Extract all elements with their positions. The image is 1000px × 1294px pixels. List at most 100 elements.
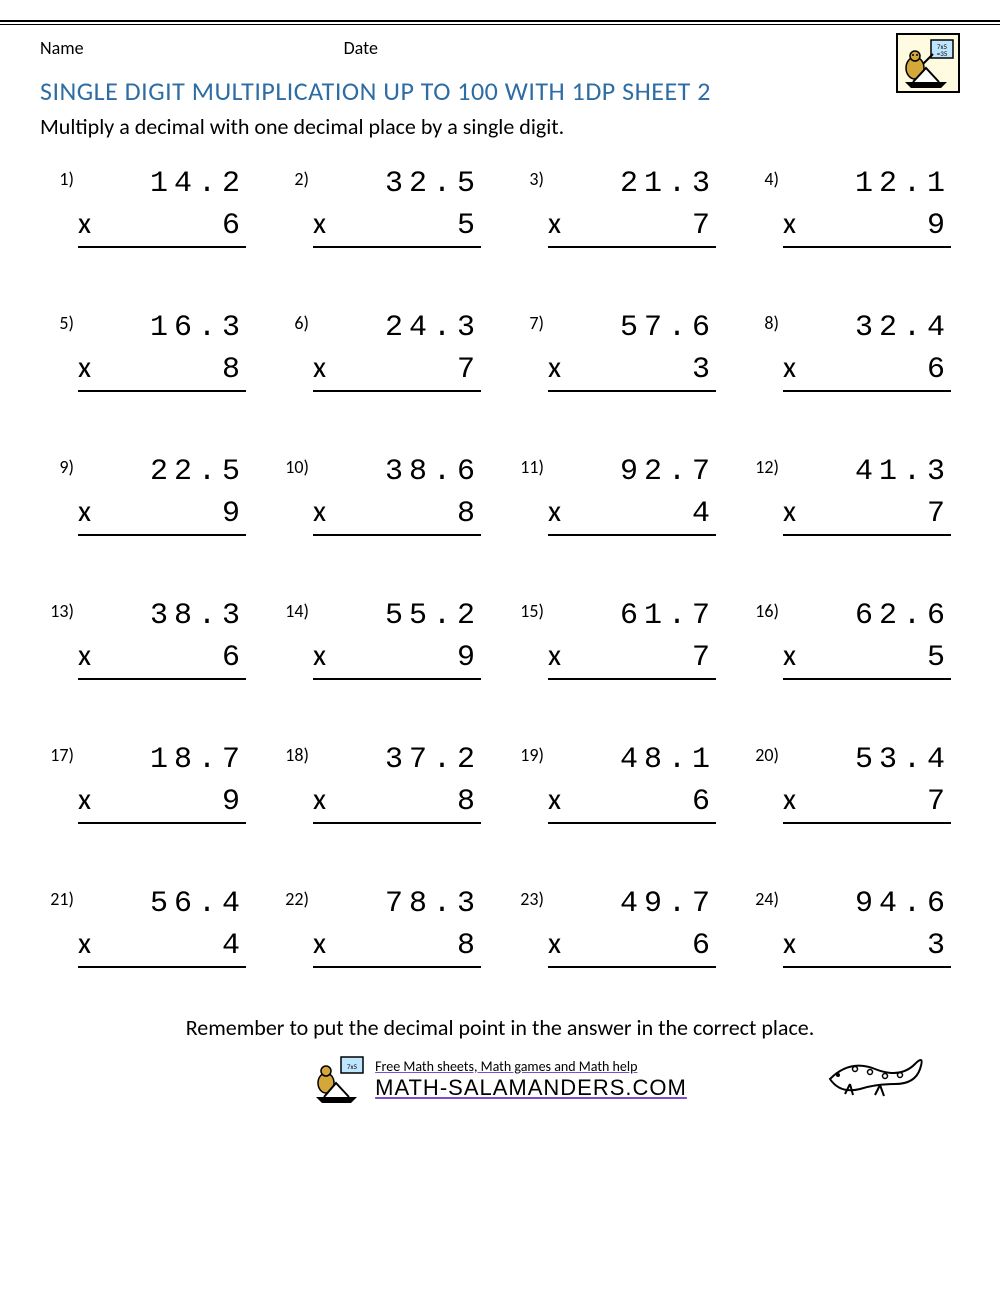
multiplier: 6 — [578, 782, 716, 822]
multiplier: 9 — [108, 782, 246, 822]
problem-stack: 92.7x4 — [548, 452, 716, 536]
problem-stack: 38.3x6 — [78, 596, 246, 680]
multiplicand: 12.1 — [813, 164, 951, 204]
problem: 7)57.6x3 — [510, 308, 725, 392]
multiplicand-row: 38.6 — [313, 452, 481, 492]
problem: 21)56.4x4 — [40, 884, 255, 968]
problem: 11)92.7x4 — [510, 452, 725, 536]
multiplier: 9 — [108, 494, 246, 534]
problem-number: 16) — [745, 596, 783, 622]
footer-logo-icon: 7x5 — [313, 1055, 365, 1103]
multiplicand-row: 48.1 — [548, 740, 716, 780]
multiplicand: 49.7 — [578, 884, 716, 924]
multiplier-row: x5 — [313, 204, 481, 244]
operator: x — [313, 924, 343, 964]
answer-rule — [78, 678, 246, 680]
multiplier-row: x6 — [78, 204, 246, 244]
multiplicand-row: 62.6 — [783, 596, 951, 636]
footer-site: MATH-SALAMANDERS.COM — [375, 1075, 687, 1101]
multiplier: 7 — [578, 206, 716, 246]
multiplicand: 38.6 — [343, 452, 481, 492]
multiplier: 8 — [343, 926, 481, 966]
multiplicand-row: 12.1 — [783, 164, 951, 204]
meta-row: Name Date 7x5 =35 — [40, 37, 960, 59]
multiplier-row: x6 — [783, 348, 951, 388]
problem-stack: 94.6x3 — [783, 884, 951, 968]
multiplier: 7 — [343, 350, 481, 390]
multiplier-row: x9 — [78, 492, 246, 532]
svg-text:7x5: 7x5 — [347, 1062, 358, 1071]
answer-rule — [783, 534, 951, 536]
multiplier: 8 — [343, 494, 481, 534]
answer-rule — [548, 822, 716, 824]
answer-rule — [783, 246, 951, 248]
problem-stack: 55.2x9 — [313, 596, 481, 680]
operator: x — [783, 780, 813, 820]
problem-number: 8) — [745, 308, 783, 334]
multiplier: 8 — [108, 350, 246, 390]
problem: 2)32.5x5 — [275, 164, 490, 248]
operator: x — [78, 492, 108, 532]
problem: 10)38.6x8 — [275, 452, 490, 536]
problem-stack: 56.4x4 — [78, 884, 246, 968]
multiplicand: 21.3 — [578, 164, 716, 204]
problem: 6)24.3x7 — [275, 308, 490, 392]
problem-number: 2) — [275, 164, 313, 190]
multiplier-row: x8 — [78, 348, 246, 388]
multiplicand: 38.3 — [108, 596, 246, 636]
problem-stack: 21.3x7 — [548, 164, 716, 248]
answer-rule — [78, 966, 246, 968]
operator: x — [78, 780, 108, 820]
problem-stack: 41.3x7 — [783, 452, 951, 536]
multiplicand: 56.4 — [108, 884, 246, 924]
operator: x — [783, 636, 813, 676]
footer-tagline: Free Math sheets, Math games and Math he… — [375, 1058, 687, 1075]
operator: x — [313, 636, 343, 676]
operator: x — [783, 924, 813, 964]
problem: 23)49.7x6 — [510, 884, 725, 968]
problem-number: 17) — [40, 740, 78, 766]
operator: x — [783, 492, 813, 532]
operator: x — [783, 348, 813, 388]
problem-number: 3) — [510, 164, 548, 190]
problem: 20)53.4x7 — [745, 740, 960, 824]
operator: x — [78, 348, 108, 388]
multiplicand-row: 55.2 — [313, 596, 481, 636]
multiplier-row: x9 — [78, 780, 246, 820]
svg-text:=35: =35 — [937, 49, 948, 58]
problem-stack: 32.4x6 — [783, 308, 951, 392]
problem-number: 15) — [510, 596, 548, 622]
multiplier-row: x7 — [783, 780, 951, 820]
problem-stack: 16.3x8 — [78, 308, 246, 392]
multiplier: 7 — [813, 494, 951, 534]
multiplier: 5 — [813, 638, 951, 678]
multiplicand: 94.6 — [813, 884, 951, 924]
operator: x — [313, 204, 343, 244]
multiplier-row: x9 — [313, 636, 481, 676]
multiplicand-row: 32.5 — [313, 164, 481, 204]
footer: 7x5 Free Math sheets, Math games and Mat… — [40, 1055, 960, 1113]
operator: x — [313, 780, 343, 820]
problem: 22)78.3x8 — [275, 884, 490, 968]
multiplicand-row: 18.7 — [78, 740, 246, 780]
answer-rule — [783, 822, 951, 824]
multiplier: 7 — [578, 638, 716, 678]
multiplier: 9 — [813, 206, 951, 246]
worksheet-subtitle: Multiply a decimal with one decimal plac… — [40, 113, 960, 140]
problem: 19)48.1x6 — [510, 740, 725, 824]
problem-number: 22) — [275, 884, 313, 910]
answer-rule — [313, 822, 481, 824]
problem-stack: 18.7x9 — [78, 740, 246, 824]
problem: 15)61.7x7 — [510, 596, 725, 680]
answer-rule — [548, 534, 716, 536]
salamander-icon — [820, 1039, 930, 1099]
answer-rule — [548, 678, 716, 680]
problem: 17)18.7x9 — [40, 740, 255, 824]
problem-number: 20) — [745, 740, 783, 766]
multiplicand: 48.1 — [578, 740, 716, 780]
problem-number: 11) — [510, 452, 548, 478]
brand-logo-icon: 7x5 =35 — [896, 33, 960, 93]
operator: x — [548, 780, 578, 820]
reminder-text: Remember to put the decimal point in the… — [40, 1014, 960, 1041]
operator: x — [783, 204, 813, 244]
